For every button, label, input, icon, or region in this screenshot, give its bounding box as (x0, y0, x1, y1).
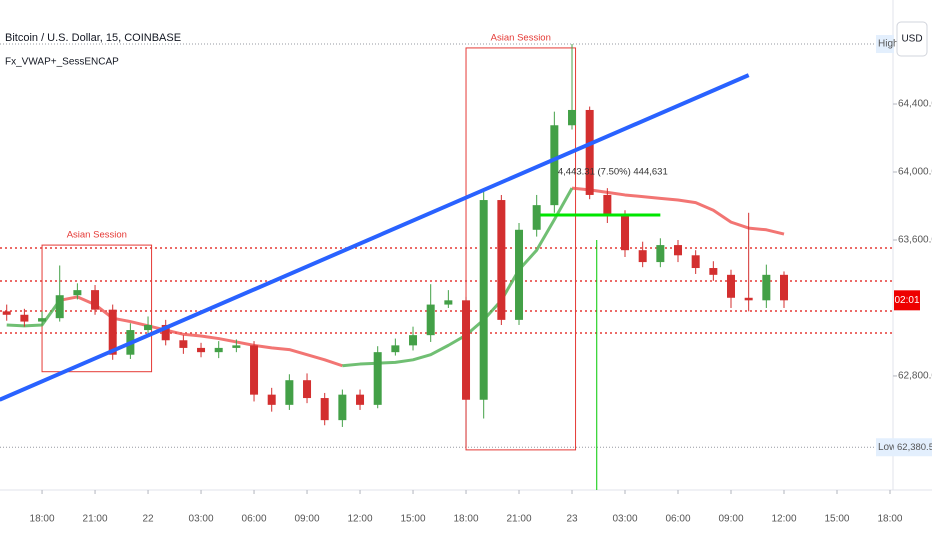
candle-body (762, 274, 771, 301)
x-tick-label: 06:00 (665, 514, 690, 525)
candle-body (108, 309, 117, 355)
candle-body (409, 335, 418, 346)
candle-body (603, 194, 612, 216)
x-tick-label: 23 (566, 514, 578, 525)
x-tick-label: 09:00 (718, 514, 743, 525)
price-tag (894, 290, 920, 311)
candle-body (426, 304, 435, 336)
candle-body (179, 340, 188, 348)
session-box (41, 244, 153, 373)
x-tick-label: 15:00 (824, 514, 849, 525)
measure-label: 4,443.31 (7.50%) 444,631 (558, 167, 668, 178)
candle-body (656, 245, 665, 263)
low-marker-label: Low (878, 442, 897, 453)
candle-body (674, 245, 683, 256)
candle-body (568, 109, 577, 126)
session-box (465, 47, 577, 451)
candle-body (497, 200, 506, 320)
candle-body (691, 255, 700, 269)
currency-button[interactable] (896, 21, 928, 57)
high-marker-label: High (878, 39, 899, 50)
currency-label[interactable]: USD (901, 34, 922, 45)
candle-body (197, 347, 206, 353)
y-tick-label: 63,600.00 (898, 235, 932, 246)
candle-body (232, 345, 241, 348)
candle-body (709, 268, 718, 275)
candle-body (55, 295, 64, 319)
x-tick-label: 18:00 (30, 514, 55, 525)
x-tick-label: 15:00 (401, 514, 426, 525)
x-tick-label: 06:00 (242, 514, 267, 525)
candle-body (515, 229, 524, 320)
y-tick-label: 64,000.00 (898, 167, 932, 178)
candle-body (161, 324, 170, 341)
x-tick-label: 22 (142, 514, 154, 525)
high-marker-tag (876, 35, 894, 54)
candle-body (2, 311, 11, 315)
candle-body (744, 297, 753, 301)
x-tick-label: 03:00 (612, 514, 637, 525)
candle-body (303, 380, 312, 399)
candle-body (532, 205, 541, 230)
session-label: Asian Session (67, 230, 127, 241)
candle-body (780, 274, 789, 301)
candle-body (373, 352, 382, 405)
trend-line (0, 73, 750, 402)
candle-body (267, 394, 276, 405)
candle-body (356, 394, 365, 405)
candle-body (91, 290, 100, 310)
candle-body (444, 300, 453, 305)
x-tick-label: 12:00 (348, 514, 373, 525)
candle-body (727, 274, 736, 298)
chart-title: Bitcoin / U.S. Dollar, 15, COINBASE (5, 32, 181, 44)
candle-body (285, 380, 294, 405)
x-tick-label: 12:00 (771, 514, 796, 525)
low-marker-tag (876, 438, 894, 457)
low-value-tag (894, 438, 932, 457)
x-tick-label: 21:00 (507, 514, 532, 525)
y-tick-label: 62,800.00 (898, 371, 932, 382)
candle-body (462, 300, 471, 400)
candle-body (73, 290, 82, 296)
candle-body (638, 250, 647, 263)
candle-body (250, 345, 259, 395)
candle-body (20, 314, 29, 322)
session-label: Asian Session (491, 32, 551, 43)
y-tick-label: 64,400.00 (898, 99, 932, 110)
x-tick-label: 18:00 (877, 514, 902, 525)
candle-body (550, 125, 559, 206)
x-tick-label: 18:00 (454, 514, 479, 525)
x-tick-label: 09:00 (295, 514, 320, 525)
x-tick-label: 21:00 (83, 514, 108, 525)
low-value-label: 62,380.55 (897, 442, 932, 453)
candle-body (214, 347, 223, 353)
indicator-name: Fx_VWAP+_SessENCAP (5, 57, 119, 68)
candle-body (585, 109, 594, 195)
candle-body (621, 215, 630, 251)
countdown-label: 02:01 (894, 295, 919, 306)
candle-body (320, 398, 329, 421)
candle-body (338, 394, 347, 421)
candle-body (38, 318, 47, 322)
candle-body (479, 200, 488, 400)
x-tick-label: 03:00 (189, 514, 214, 525)
candle-body (391, 345, 400, 353)
candle-body (144, 324, 153, 331)
